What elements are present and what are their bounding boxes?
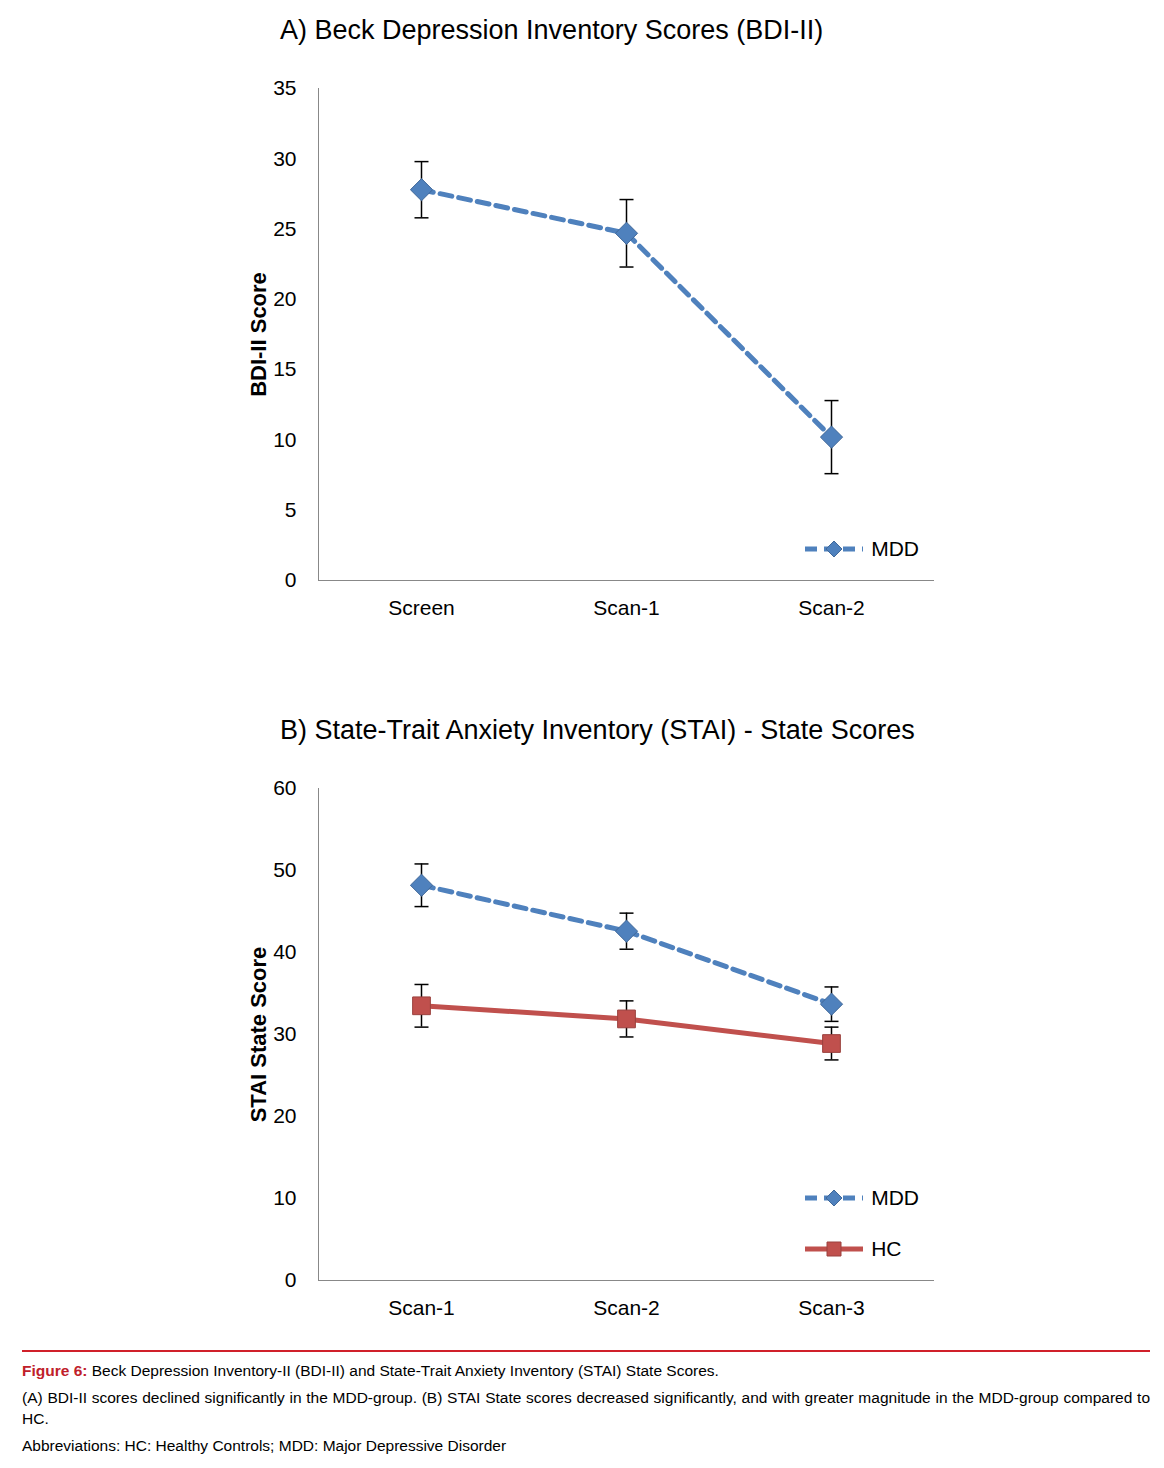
svg-text:20: 20 [273,287,296,310]
svg-text:10: 10 [273,1186,296,1209]
html-text:Figure 6: Beck Depression Inve: Figure 6: Beck Depression Inventory-II (… [22,1362,719,1379]
svg-text:0: 0 [285,1268,297,1291]
svg-text:40: 40 [273,940,296,963]
svg-text:50: 50 [273,858,296,881]
html-text:(A) BDI-II scores declined sig: (A) BDI-II scores declined significantly… [22,1389,1150,1427]
svg-text:Scan-3: Scan-3 [798,1296,865,1319]
html-text:MDD: MDD [871,1185,919,1209]
html-text:MDD: MDD [871,536,919,560]
svg-text:20: 20 [273,1104,296,1127]
svg-text:25: 25 [273,217,296,240]
svg-text:Scan-2: Scan-2 [798,596,865,619]
svg-text:Scan-1: Scan-1 [593,596,660,619]
svg-text:0: 0 [285,568,297,591]
svg-text:STAI State Score: STAI State Score [246,947,271,1123]
html-text:B) State-Trait Anxiety Invento: B) State-Trait Anxiety Inventory (STAI) … [280,715,915,745]
svg-text:Scan-1: Scan-1 [388,1296,455,1319]
svg-text:30: 30 [273,147,296,170]
svg-text:Screen: Screen [388,596,455,619]
svg-text:BDI-II Score: BDI-II Score [246,272,271,397]
html-text:HC: HC [871,1236,902,1260]
svg-text:10: 10 [273,428,296,451]
svg-text:35: 35 [273,76,296,99]
svg-text:60: 60 [273,776,296,799]
svg-text:15: 15 [273,357,296,380]
html-text:Abbreviations: HC: Healthy Con: Abbreviations: HC: Healthy Controls; MDD… [22,1437,507,1454]
svg-text:30: 30 [273,1022,296,1045]
svg-text:Scan-2: Scan-2 [593,1296,660,1319]
svg-text:5: 5 [285,498,297,521]
html-text:A) Beck Depression Inventory S: A) Beck Depression Inventory Scores (BDI… [280,15,824,45]
